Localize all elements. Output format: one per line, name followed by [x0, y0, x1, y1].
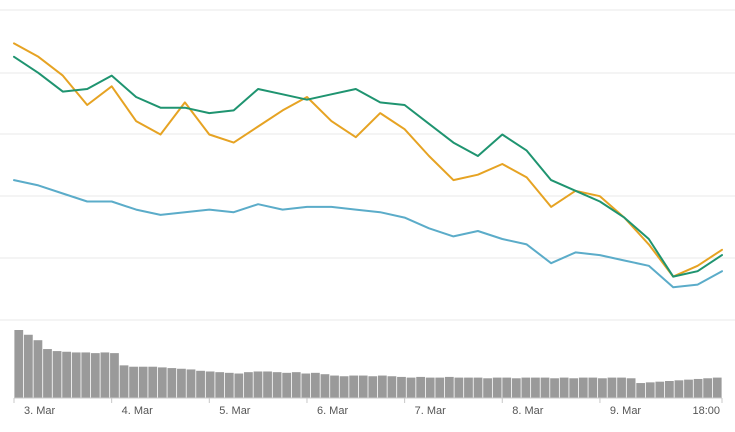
volume-bar	[110, 353, 119, 398]
volume-bar	[502, 377, 512, 398]
volume-bar	[425, 377, 435, 398]
volume-bar	[464, 377, 473, 398]
volume-bar	[167, 368, 177, 398]
volume-bar	[664, 381, 674, 398]
volume-bar	[310, 372, 320, 398]
volume-bar	[435, 377, 445, 398]
volume-bar	[712, 377, 722, 398]
volume-bar	[617, 377, 626, 398]
x-axis: 3. Mar 4. Mar 5. Mar 6. Mar 7. Mar 8. Mar 9. M…	[13, 398, 723, 417]
volume-bars	[14, 330, 722, 398]
volume-bar	[540, 377, 550, 398]
volume-bar	[148, 366, 158, 398]
volume-bar	[253, 371, 263, 398]
volume-bar	[578, 377, 588, 398]
series-line-2	[13, 179, 723, 289]
volume-bar	[645, 382, 655, 398]
volume-bar	[521, 377, 531, 398]
series-line-1	[13, 55, 723, 278]
x-tick-label: 3. Mar	[24, 405, 56, 417]
volume-bar	[559, 377, 569, 398]
volume-bar	[684, 379, 693, 398]
volume-bar	[129, 366, 138, 398]
x-tick-label: 7. Mar	[415, 405, 447, 417]
volume-bar	[492, 377, 502, 398]
volume-bar	[224, 372, 234, 398]
volume-bar	[100, 352, 110, 398]
volume-bar	[607, 377, 617, 398]
volume-bar	[693, 378, 703, 398]
volume-bar	[511, 378, 521, 398]
volume-bar	[626, 378, 636, 398]
volume-bar	[119, 365, 129, 398]
volume-bar	[138, 366, 148, 398]
volume-bar	[196, 370, 205, 398]
volume-bar	[473, 377, 483, 398]
volume-bar	[23, 334, 33, 398]
series-lines	[13, 42, 723, 289]
volume-bar	[186, 369, 196, 398]
x-tick-label: 8. Mar	[512, 405, 544, 417]
volume-bar	[14, 330, 24, 398]
volume-bar	[483, 378, 492, 398]
x-tick-label: 6. Mar	[317, 405, 349, 417]
volume-bar	[263, 371, 272, 398]
volume-bar	[531, 377, 540, 398]
x-tick-label: 9. Mar	[610, 405, 642, 417]
volume-bar	[320, 374, 330, 398]
volume-bar	[387, 376, 397, 398]
volume-bar	[244, 372, 253, 398]
volume-bar	[301, 373, 311, 398]
grid	[0, 9, 735, 321]
volume-bar	[406, 377, 416, 398]
volume-bar	[62, 351, 72, 398]
x-tick-label: 4. Mar	[122, 405, 154, 417]
volume-bar	[234, 373, 244, 398]
volume-bar	[444, 376, 454, 398]
volume-bar	[215, 372, 225, 398]
x-tick-label: 5. Mar	[219, 405, 251, 417]
volume-bar	[454, 377, 464, 398]
volume-bar	[655, 381, 665, 398]
volume-bar	[358, 375, 368, 398]
volume-bar	[416, 376, 426, 398]
volume-bar	[205, 371, 215, 398]
x-tick-label: 18:00	[692, 405, 720, 417]
volume-bar	[674, 380, 684, 398]
volume-bar	[339, 376, 349, 398]
volume-bar	[52, 351, 62, 398]
volume-bar	[33, 340, 43, 398]
volume-bar	[349, 375, 359, 398]
volume-bar	[81, 352, 91, 398]
volume-bar	[282, 372, 292, 398]
volume-bar	[588, 377, 598, 398]
volume-bar	[636, 383, 646, 398]
series-line-0	[13, 42, 723, 278]
volume-bar	[157, 367, 167, 398]
volume-bar	[330, 375, 339, 398]
volume-bar	[43, 349, 52, 398]
volume-bar	[177, 368, 186, 398]
volume-bar	[598, 378, 607, 398]
volume-bar	[71, 352, 81, 398]
volume-bar	[291, 372, 301, 398]
volume-bar	[569, 378, 579, 398]
volume-bar	[377, 375, 387, 398]
volume-bar	[550, 378, 559, 398]
volume-bar	[272, 372, 282, 398]
volume-bar	[397, 376, 406, 398]
volume-bar	[703, 378, 713, 398]
volume-bar	[90, 353, 100, 398]
volume-bar	[368, 376, 378, 398]
